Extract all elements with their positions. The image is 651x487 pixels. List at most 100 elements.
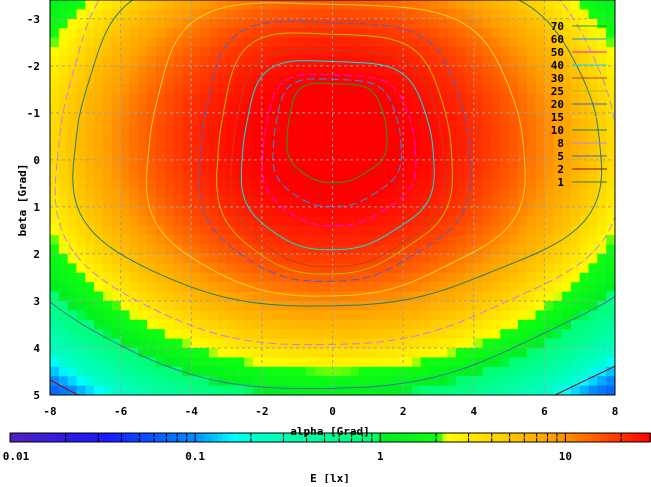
heatmap-cell xyxy=(358,235,369,246)
heatmap-cell xyxy=(535,272,545,283)
heatmap-cell xyxy=(588,263,598,274)
heatmap-cell xyxy=(553,0,563,11)
heatmap-cell xyxy=(314,338,325,349)
heatmap-cell xyxy=(297,112,307,123)
heatmap-cell xyxy=(526,291,537,302)
heatmap-cell xyxy=(579,65,590,76)
heatmap-cell xyxy=(367,253,378,264)
heatmap-cell xyxy=(261,188,272,199)
heatmap-cell xyxy=(464,347,475,358)
heatmap-cell xyxy=(120,141,131,152)
heatmap-cell xyxy=(261,178,272,189)
heatmap-cell xyxy=(367,291,378,302)
heatmap-cell xyxy=(111,253,122,264)
heatmap-cell xyxy=(50,112,60,123)
heatmap-cell xyxy=(102,47,113,58)
heatmap-cell xyxy=(182,122,192,133)
heatmap-cell xyxy=(350,169,360,180)
heatmap-cell xyxy=(570,65,581,76)
heatmap-cell xyxy=(544,103,554,114)
heatmap-cell xyxy=(173,122,184,133)
heatmap-cell xyxy=(420,225,431,236)
heatmap-cell xyxy=(403,131,413,142)
heatmap-cell xyxy=(200,122,210,133)
heatmap-cell xyxy=(102,319,113,330)
heatmap-cell xyxy=(438,75,448,86)
heatmap-cell xyxy=(323,122,334,133)
heatmap-cell xyxy=(403,235,413,246)
heatmap-cell xyxy=(67,376,78,387)
heatmap-cell xyxy=(297,47,307,58)
heatmap-cell xyxy=(438,347,448,358)
heatmap-cell xyxy=(200,300,210,311)
heatmap-cell xyxy=(94,272,104,283)
heatmap-cell xyxy=(517,319,528,330)
heatmap-cell xyxy=(394,159,404,170)
heatmap-cell xyxy=(58,112,69,123)
heatmap-cell xyxy=(226,122,236,133)
heatmap-cell xyxy=(261,197,272,208)
heatmap-cell xyxy=(182,94,192,105)
heatmap-cell xyxy=(332,197,342,208)
heatmap-cell xyxy=(597,319,607,330)
heatmap-cell xyxy=(447,122,457,133)
heatmap-cell xyxy=(217,169,228,180)
heatmap-cell xyxy=(526,0,537,11)
heatmap-cell xyxy=(394,122,404,133)
heatmap-cell xyxy=(58,47,69,58)
heatmap-cell xyxy=(279,310,289,321)
heatmap-cell xyxy=(182,56,192,67)
heatmap-cell xyxy=(367,94,378,105)
heatmap-cell xyxy=(50,244,60,255)
heatmap-cell xyxy=(182,159,192,170)
heatmap-cell xyxy=(562,366,572,377)
heatmap-cell xyxy=(138,347,148,358)
heatmap-cell xyxy=(517,37,528,48)
heatmap-cell xyxy=(438,253,448,264)
heatmap-cell xyxy=(297,329,307,340)
heatmap-cell xyxy=(129,159,139,170)
heatmap-cell xyxy=(358,150,369,161)
heatmap-cell xyxy=(544,188,554,199)
heatmap-cell xyxy=(456,28,466,39)
heatmap-cell xyxy=(588,291,598,302)
heatmap-cell xyxy=(279,0,289,11)
heatmap-cell xyxy=(429,18,440,29)
heatmap-cell xyxy=(200,150,210,161)
heatmap-cell xyxy=(597,366,607,377)
y-axis-label: beta [Grad] xyxy=(16,164,29,237)
heatmap-cell xyxy=(208,300,219,311)
heatmap-cell xyxy=(411,28,422,39)
heatmap-cell xyxy=(411,103,422,114)
y-tick-label: 1 xyxy=(33,201,40,214)
colorbar-segment xyxy=(350,433,356,442)
colorbar-segment xyxy=(598,433,604,442)
heatmap-cell xyxy=(535,357,545,368)
heatmap-cell xyxy=(606,235,615,246)
heatmap-cell xyxy=(182,178,192,189)
heatmap-cell xyxy=(226,56,236,67)
heatmap-cell xyxy=(253,310,263,321)
heatmap-cell xyxy=(500,0,510,11)
heatmap-cell xyxy=(138,47,148,58)
heatmap-cell xyxy=(535,159,545,170)
heatmap-cell xyxy=(164,197,175,208)
heatmap-cell xyxy=(155,263,166,274)
heatmap-cell xyxy=(544,94,554,105)
heatmap-cell xyxy=(332,329,342,340)
heatmap-cell xyxy=(438,47,448,58)
heatmap-cell xyxy=(120,347,131,358)
heatmap-cell xyxy=(50,131,60,142)
x-tick-label: 4 xyxy=(470,405,477,418)
heatmap-cell xyxy=(411,37,422,48)
heatmap-cell xyxy=(67,94,78,105)
heatmap-cell xyxy=(147,103,157,114)
heatmap-cell xyxy=(544,112,554,123)
colorbar-segment xyxy=(266,433,272,442)
heatmap-cell xyxy=(332,178,342,189)
heatmap-cell xyxy=(544,65,554,76)
heatmap-cell xyxy=(306,103,316,114)
heatmap-cell xyxy=(385,216,395,227)
heatmap-cell xyxy=(509,112,519,123)
heatmap-cell xyxy=(562,178,572,189)
